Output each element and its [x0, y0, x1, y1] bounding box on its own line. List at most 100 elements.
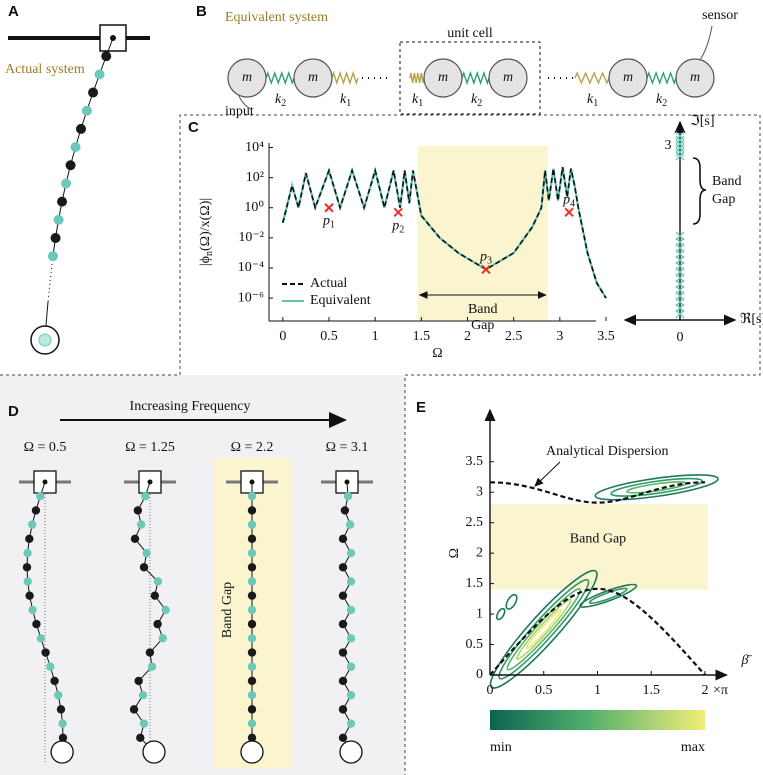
symbol: p [322, 214, 330, 229]
band-gap-label: Band Gap [570, 531, 626, 546]
mass [227, 58, 267, 98]
mass-dot [65, 160, 76, 171]
mass-dot [70, 142, 81, 153]
point-marker [564, 207, 574, 217]
panel-d-bg [0, 375, 405, 775]
mass-dot [75, 123, 86, 134]
symbol: k [656, 92, 663, 107]
spring [461, 70, 490, 86]
mass-dot [58, 719, 67, 728]
input-label: input [225, 104, 254, 119]
contour [495, 607, 506, 621]
contour [610, 477, 703, 497]
symbol: k [412, 92, 419, 107]
end-mass-core [38, 333, 52, 347]
subscript: 2 [662, 98, 667, 109]
mass-dot [139, 719, 149, 728]
spring [331, 70, 359, 86]
mass-dot [36, 634, 46, 643]
mass [675, 58, 715, 98]
symbol: p [562, 192, 570, 207]
mass-dot [61, 178, 72, 189]
spring [409, 72, 425, 84]
mass-dot [36, 492, 45, 501]
subscript: 2 [477, 98, 482, 109]
contour [594, 474, 719, 501]
mass-dot [338, 619, 348, 629]
mass-dot [25, 534, 34, 544]
subscript: 2 [281, 98, 286, 109]
mass-dot [50, 233, 61, 243]
spring [265, 70, 295, 86]
mass-dot [247, 662, 257, 671]
symbol-label: p2 [391, 218, 404, 235]
leader [699, 25, 713, 61]
mass-dot [247, 690, 257, 700]
mass-dot [153, 619, 162, 629]
mass-dot [247, 605, 257, 615]
symbol-label: p3 [479, 250, 492, 267]
mass-dot [101, 51, 112, 62]
mass-dot [338, 676, 348, 686]
mass-dot [22, 563, 32, 572]
spring [646, 70, 677, 86]
pole [675, 151, 685, 161]
x-tick-label: 1.5 [413, 329, 431, 344]
pole [675, 147, 685, 157]
symbol: p [479, 250, 487, 265]
y-label-part: (Ω)/x(Ω)| [198, 198, 213, 251]
unit-cell-label: unit cell [447, 26, 493, 41]
band-gap-label: Gap [712, 192, 735, 207]
x-axis-label: Ω [432, 346, 442, 361]
mass-dot [94, 69, 105, 80]
y-label-part: |ϕ [198, 256, 213, 266]
mass-dot [56, 705, 66, 714]
mass-dot [247, 577, 257, 586]
point-marker [393, 207, 403, 217]
mass-dot [28, 605, 37, 615]
pivot [147, 479, 153, 485]
mass-dot [136, 520, 146, 529]
pivot [42, 479, 48, 485]
mass-dot [161, 605, 170, 615]
x-tick-label: 0 [279, 329, 286, 344]
sensor-label: sensor [702, 8, 738, 23]
chain-gap [47, 259, 53, 300]
subscript: 2 [399, 225, 404, 236]
legend-label: Actual [310, 276, 347, 291]
y-tick-label: 10² [246, 170, 264, 185]
mass-dot [57, 196, 68, 207]
panel-label: E [416, 399, 426, 416]
x-tick-label: 0.5 [535, 683, 553, 698]
dispersion-curve [489, 481, 706, 504]
mass-dot [247, 705, 257, 714]
mass-dot [247, 520, 257, 529]
mass-dot [346, 548, 356, 558]
x-tick-label: 1.5 [643, 683, 661, 698]
mass-dot [41, 648, 50, 657]
band-gap-region [417, 146, 548, 321]
mass-dot [346, 690, 356, 700]
subscript: 1 [418, 98, 423, 109]
mass-dot [145, 648, 155, 657]
y-label-part: n [204, 251, 215, 256]
zero-label: 0 [677, 330, 684, 345]
subscript: 1 [330, 220, 335, 231]
contour [498, 579, 590, 680]
pole-plot: ℑ[s] ℜ[s] 0 3 Band Gap [623, 114, 763, 345]
end-mass [50, 740, 74, 764]
mass-dot [338, 733, 348, 742]
panel-label: D [8, 403, 19, 420]
mass-dot [247, 676, 257, 686]
panel-title: Equivalent system [225, 10, 328, 25]
symbol: k [471, 92, 478, 107]
frequency-label: Ω = 1.25 [125, 440, 175, 455]
mass-label: m [690, 70, 700, 85]
panel-label: A [8, 3, 19, 20]
x-tick-label: 0.5 [320, 329, 338, 344]
end-mass [142, 740, 166, 764]
x-axis-label: β̄ [741, 653, 753, 668]
panel-title: Increasing Frequency [130, 399, 251, 414]
mass-dot [247, 634, 257, 643]
